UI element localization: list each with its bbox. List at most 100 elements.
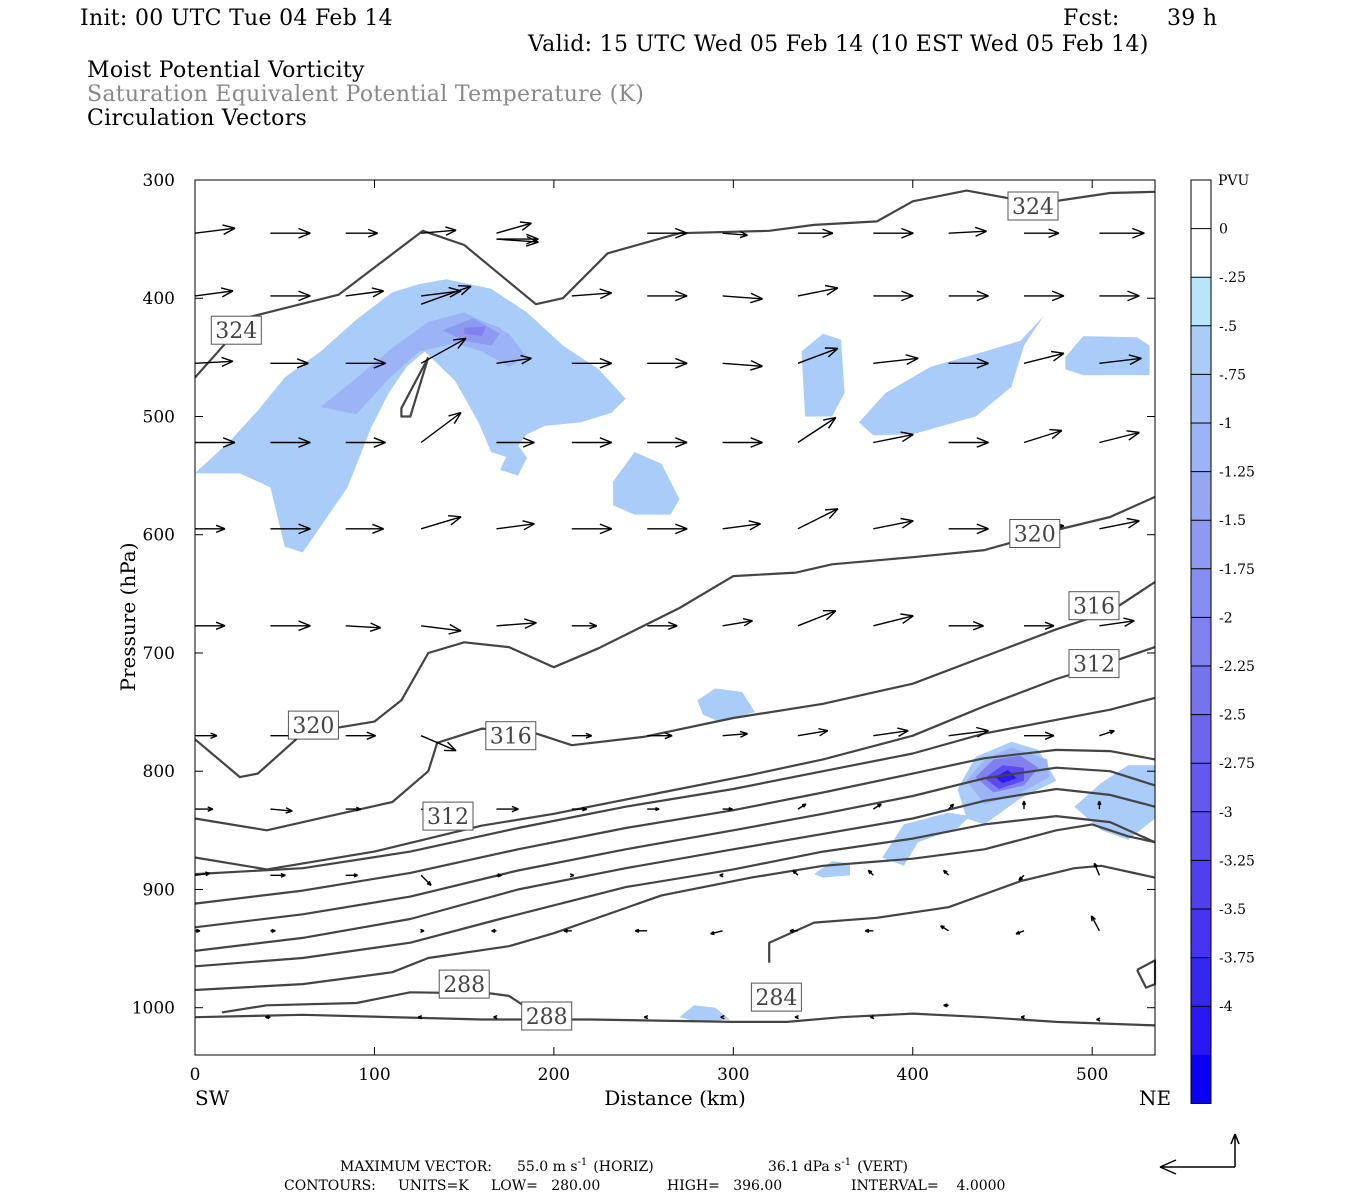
pv-region: [858, 316, 1044, 436]
circulation-vector: [491, 928, 497, 933]
circulation-vector: [496, 221, 532, 234]
circulation-vector: [571, 523, 613, 535]
circulation-vector: [571, 357, 613, 369]
contour-label-layer: 324 324 320 320 316 316 312 312 288 288 284: [210, 191, 1120, 1031]
theta-contour-312: [194, 646, 1156, 871]
theta-contour-292: [194, 815, 1156, 968]
circulation-vector: [571, 732, 593, 739]
circulation-vector: [345, 437, 386, 448]
circulation-vector: [1096, 1017, 1101, 1022]
circulation-vector: [496, 233, 539, 245]
circulation-vector: [270, 620, 311, 632]
circulation-vector: [797, 228, 834, 239]
circulation-vector: [496, 437, 535, 448]
circulation-vector: [345, 357, 386, 369]
colorbar-label: -2.25: [1219, 659, 1255, 675]
circulation-vector: [420, 874, 432, 886]
pv-region: [882, 812, 971, 866]
colorbar-label: -4: [1219, 999, 1233, 1015]
colorbar-swatch: [1191, 957, 1211, 1007]
colorbar-swatch: [1191, 860, 1211, 910]
colorbar-swatch: [1191, 666, 1211, 716]
circulation-vector: [1099, 729, 1115, 737]
y-axis-label: Pressure (hPa): [116, 543, 140, 692]
y-tick-label: 500: [143, 407, 175, 427]
circulation-vector: [195, 806, 214, 812]
circulation-vector: [647, 437, 688, 448]
colorbar-label: -.75: [1219, 367, 1246, 383]
contour-label: 284: [750, 982, 802, 1012]
circulation-vector: [647, 806, 660, 812]
circulation-vector: [420, 285, 472, 305]
circulation-vector: [345, 806, 361, 812]
colorbar-swatch: [1191, 617, 1211, 667]
svg-text:312: 312: [427, 805, 469, 830]
circulation-vector: [345, 523, 384, 534]
circulation-vector: [345, 622, 382, 632]
circulation-vector: [496, 520, 535, 531]
circulation-vector: [940, 925, 949, 932]
circulation-vector: [571, 288, 613, 300]
svg-text:320: 320: [1014, 523, 1056, 548]
circulation-vector: [496, 618, 537, 630]
circulation-vector: [797, 728, 829, 737]
contour-label: 324: [210, 315, 262, 345]
colorbar-swatch: [1191, 763, 1211, 813]
footer-maxvec-vert: 36.1 dPa s-1 (VERT): [768, 1157, 908, 1175]
circulation-vector: [345, 873, 358, 878]
colorbar-swatch: [1191, 1054, 1211, 1104]
circulation-vector: [195, 732, 218, 740]
colorbar-swatch: [1191, 909, 1211, 959]
circulation-vector: [873, 727, 909, 738]
y-tick-label: 900: [143, 880, 175, 900]
theta-contour-308: [194, 696, 1156, 876]
colorbar-swatch: [1191, 180, 1211, 230]
theta-contour-fragment: [194, 1012, 1156, 1027]
x-tick-label: 500: [1076, 1065, 1108, 1085]
circulation-vector: [647, 621, 678, 630]
contour-label: 324: [1007, 191, 1059, 221]
y-tick-label: 800: [143, 762, 175, 782]
circulation-vector: [948, 523, 989, 535]
circulation-vector: [797, 284, 839, 297]
svg-text:320: 320: [292, 714, 334, 739]
circulation-vector: [1097, 800, 1102, 810]
circulation-vector: [194, 356, 234, 368]
circulation-vector: [571, 437, 613, 448]
circulation-vector: [792, 869, 799, 876]
circulation-vector: [948, 620, 984, 631]
circulation-vector: [1099, 430, 1140, 444]
circulation-vector: [270, 227, 311, 239]
circulation-vector: [421, 623, 462, 635]
contour-label: 316: [1068, 591, 1120, 621]
contour-label: 288: [521, 1001, 573, 1031]
x-tick-label: 400: [897, 1065, 929, 1085]
circulation-vector: [417, 1015, 423, 1020]
circulation-vector: [722, 520, 761, 531]
circulation-vector: [710, 930, 723, 936]
contour-label: 316: [485, 721, 537, 751]
circulation-vector: [634, 928, 648, 933]
colorbar-frame: [1190, 179, 1212, 1104]
circulation-vector: [195, 437, 236, 448]
colorbar-swatch: [1191, 277, 1211, 327]
theta-contour-fragment: [221, 991, 528, 1014]
circulation-vector: [797, 416, 837, 444]
circulation-vector: [722, 437, 763, 448]
circulation-vector: [496, 354, 532, 365]
footer-contours-label: CONTOURS:: [284, 1178, 376, 1194]
pv-region: [464, 326, 486, 337]
circulation-vector: [1099, 354, 1142, 366]
forecast-label: Fcst:: [1063, 6, 1120, 31]
svg-text:312: 312: [1073, 653, 1115, 678]
reference-vector: [1159, 1133, 1240, 1175]
pv-shading-layer: [195, 279, 1155, 1022]
init-time: Init: 00 UTC Tue 04 Feb 14: [80, 6, 393, 31]
svg-text:288: 288: [443, 973, 485, 998]
circulation-vector: [873, 517, 914, 530]
pv-region: [995, 770, 1017, 783]
colorbar-label: 0: [1219, 222, 1228, 238]
colorbar-swatch: [1191, 811, 1211, 861]
circulation-vector: [1023, 350, 1065, 364]
